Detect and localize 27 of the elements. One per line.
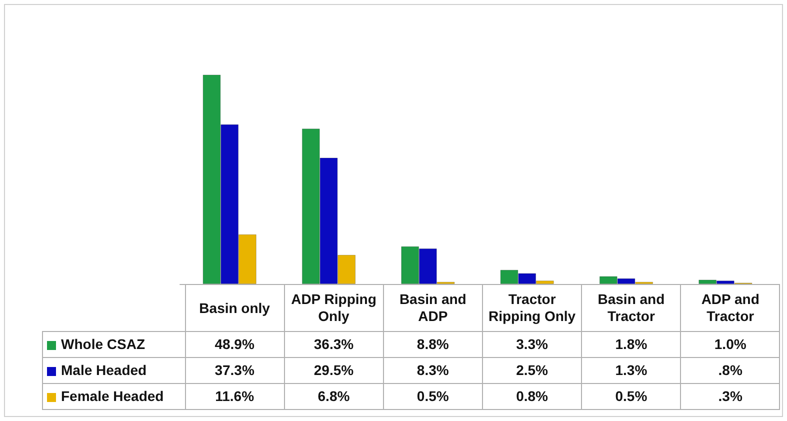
legend-label: Whole CSAZ: [42, 332, 185, 358]
data-label: 0.5%: [582, 384, 681, 410]
data-label: 1.8%: [582, 332, 681, 358]
data-label: 36.3%: [284, 332, 384, 358]
x-tick-label: Basin and Tractor: [582, 284, 681, 332]
data-label: .3%: [680, 384, 780, 410]
data-label: 3.3%: [482, 332, 582, 358]
data-label: 0.8%: [482, 384, 582, 410]
data-label: 29.5%: [284, 358, 384, 384]
x-tick-label: Basin and ADP: [383, 284, 482, 332]
data-label: 2.5%: [482, 358, 582, 384]
x-tick-label: Basin only: [185, 284, 284, 332]
x-tick-label: ADP Ripping Only: [284, 284, 384, 332]
x-tick-label: ADP and Tractor: [680, 284, 780, 332]
data-label: 6.8%: [284, 384, 384, 410]
legend-label: Male Headed: [42, 358, 185, 384]
legend-label: Female Headed: [42, 384, 185, 410]
data-label: .8%: [680, 358, 780, 384]
data-label: 8.3%: [383, 358, 482, 384]
data-label: 1.3%: [582, 358, 681, 384]
data-label: 8.8%: [383, 332, 482, 358]
data-label: 48.9%: [185, 332, 284, 358]
data-label: 1.0%: [680, 332, 780, 358]
data-label: 11.6%: [185, 384, 284, 410]
x-tick-label: Tractor Ripping Only: [482, 284, 582, 332]
data-label: 37.3%: [185, 358, 284, 384]
data-label: 0.5%: [383, 384, 482, 410]
